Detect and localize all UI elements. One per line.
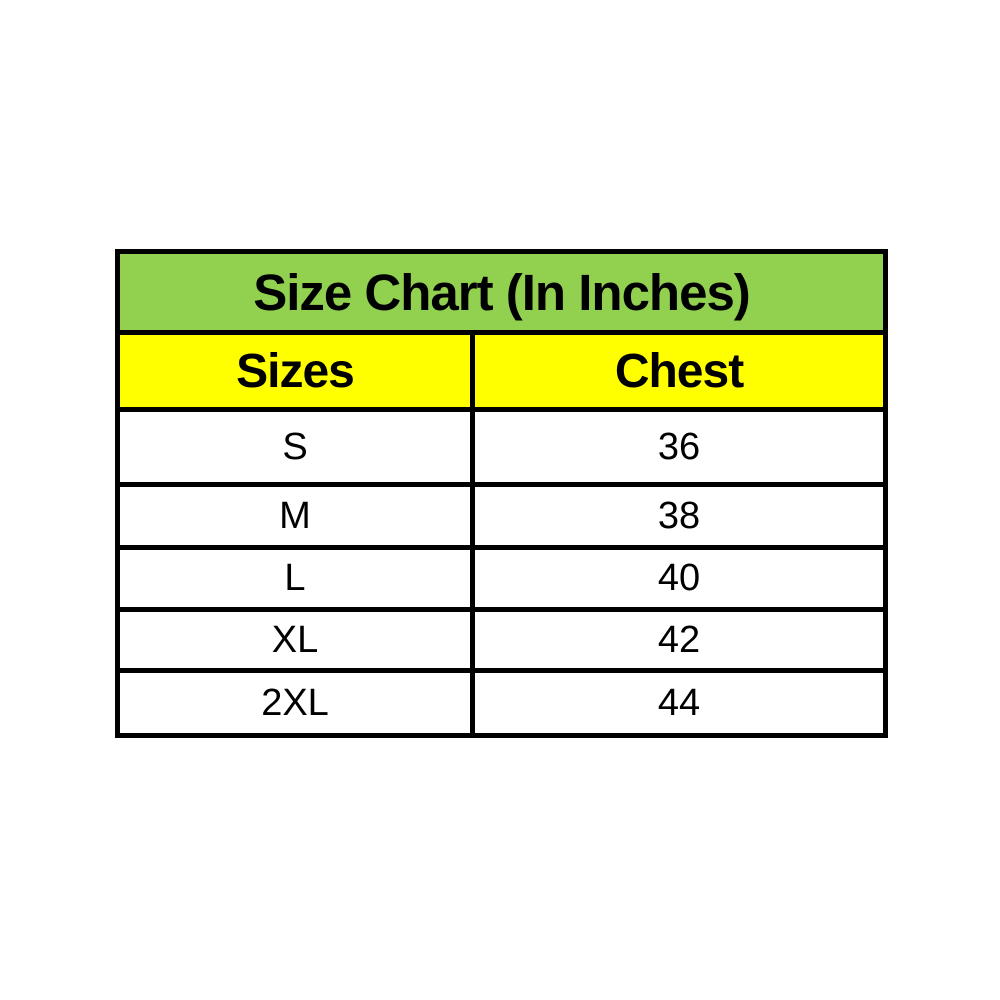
chest-cell: 44 (470, 668, 888, 738)
size-chart-table: Size Chart (In Inches) Sizes Chest S 36 … (115, 249, 888, 738)
size-cell: 2XL (115, 668, 475, 738)
table-row: L 40 (115, 545, 888, 612)
table-title-row: Size Chart (In Inches) (115, 249, 888, 335)
column-header-chest: Chest (470, 330, 888, 412)
size-cell: S (115, 407, 475, 487)
table-row: XL 42 (115, 607, 888, 673)
table-row: 2XL 44 (115, 668, 888, 738)
table-title: Size Chart (In Inches) (115, 249, 888, 335)
column-header-sizes: Sizes (115, 330, 475, 412)
chest-cell: 36 (470, 407, 888, 487)
size-cell: L (115, 545, 475, 612)
table-row: M 38 (115, 482, 888, 550)
size-cell: M (115, 482, 475, 550)
chest-cell: 40 (470, 545, 888, 612)
size-cell: XL (115, 607, 475, 673)
chest-cell: 38 (470, 482, 888, 550)
chest-cell: 42 (470, 607, 888, 673)
table-header-row: Sizes Chest (115, 330, 888, 412)
table-row: S 36 (115, 407, 888, 487)
